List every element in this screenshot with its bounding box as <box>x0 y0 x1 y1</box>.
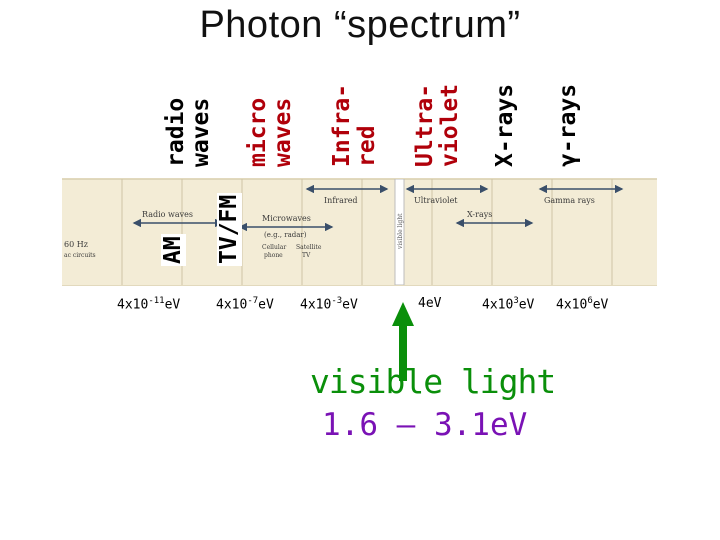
band-label-radio-waves: radio waves <box>163 97 214 167</box>
chart-microwaves-text: Microwaves <box>262 214 311 223</box>
page-title: Photon “spectrum” <box>199 4 521 46</box>
chart-tv-text: TV <box>302 252 311 259</box>
energy-label: 4x103eV <box>482 296 535 313</box>
spectrum-chart: visible light Infrared Ultraviolet Gamma… <box>62 166 657 286</box>
band-label-micro-waves: micro waves <box>245 97 296 167</box>
band-label-ultraviolet: Ultra- violet <box>412 83 463 167</box>
chart-visible-label: visible light <box>397 213 404 250</box>
energy-label: 4x10-7eV <box>216 296 274 313</box>
energy-label: 4x106eV <box>556 296 609 313</box>
chart-ticks <box>121 179 613 285</box>
chart-cellular-text: Cellular <box>262 244 286 251</box>
energy-label: 4eV <box>418 296 442 311</box>
band-label-x-rays: X-rays <box>492 83 518 167</box>
band-label-infrared: Infra- red <box>329 83 380 167</box>
chart-infrared-text: Infrared <box>324 196 358 205</box>
chart-radio-text: Radio waves <box>142 210 193 219</box>
spectrum-chart-svg: visible light Infrared Ultraviolet Gamma… <box>62 166 657 286</box>
energy-label: 4x10-11eV <box>117 296 181 313</box>
chart-60hz-text: 60 Hz <box>64 240 88 249</box>
energy-label: 4x10-3eV <box>300 296 358 313</box>
band-label-am: AM <box>160 234 186 266</box>
chart-radar-text: (e.g., radar) <box>264 231 307 239</box>
chart-xrays-text: X-rays <box>467 210 492 219</box>
chart-satellite-text: Satellite <box>296 244 322 251</box>
chart-ac-text: ac circuits <box>64 252 96 259</box>
chart-ultraviolet-text: Ultraviolet <box>414 196 458 205</box>
visible-light-arrow <box>392 302 414 381</box>
chart-phone-text: phone <box>264 252 283 259</box>
visible-light-label: visible light <box>310 362 556 401</box>
band-label-tv-fm: TV/FM <box>216 192 242 266</box>
chart-gamma-text: Gamma rays <box>544 196 595 205</box>
visible-light-range: 1.6 – 3.1eV <box>322 407 528 443</box>
band-label-gamma-rays: γ-rays <box>555 83 581 167</box>
